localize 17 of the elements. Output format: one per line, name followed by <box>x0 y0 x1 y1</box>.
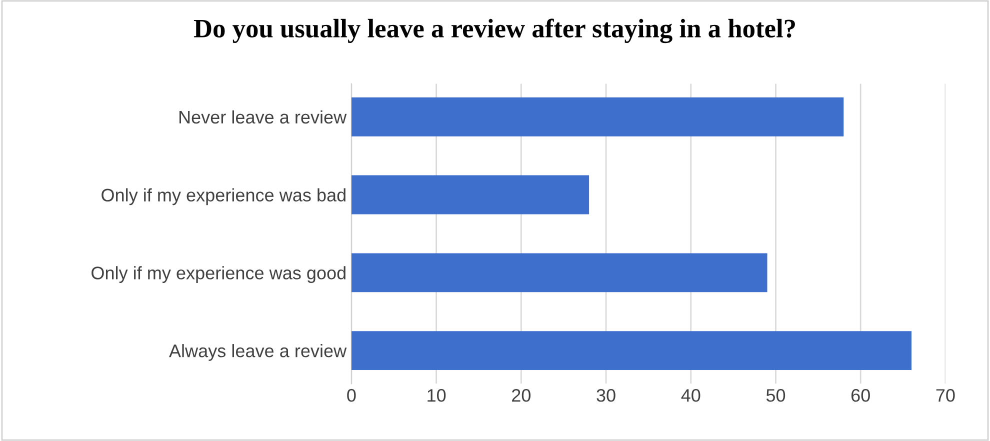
x-tick-label: 30 <box>596 389 616 402</box>
y-tick-label: Always leave a review <box>169 344 347 361</box>
x-tick-label: 70 <box>936 389 955 402</box>
x-tick-label: 10 <box>428 389 446 402</box>
x-tick-label: 50 <box>766 389 786 402</box>
y-tick-label: Never leave a review <box>179 110 347 124</box>
x-tick-label: 60 <box>851 389 870 402</box>
x-tick-label: 40 <box>681 389 700 402</box>
bar <box>351 331 912 370</box>
y-tick-label: Only if my experience was good <box>92 266 346 283</box>
x-tick-label: 0 <box>347 389 356 402</box>
bar <box>351 97 844 136</box>
bar <box>351 175 590 214</box>
chart-title: Do you usually leave a review after staying in a hotel? <box>194 18 795 44</box>
bar <box>351 253 768 292</box>
y-tick-label: Only if my experience was bad <box>102 188 346 206</box>
x-tick-label: 20 <box>512 389 530 402</box>
